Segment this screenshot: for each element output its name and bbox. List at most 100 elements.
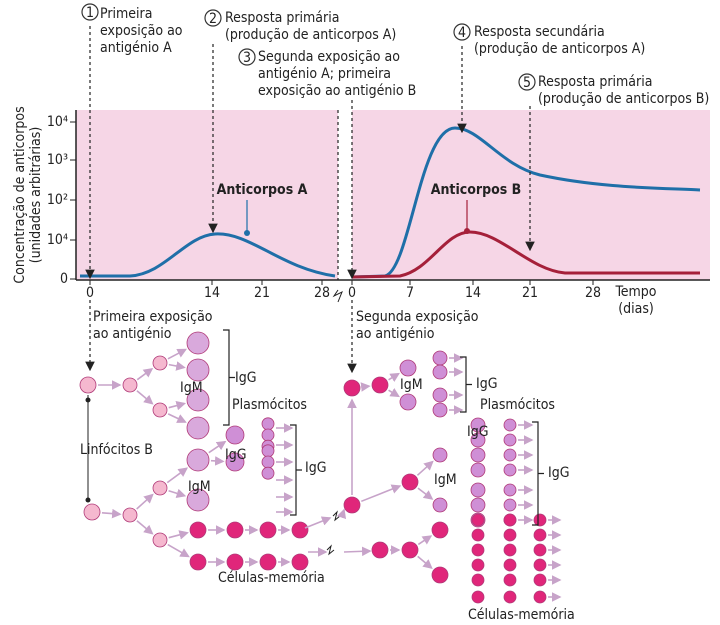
cell (83, 503, 101, 521)
dot (85, 397, 91, 403)
cell (186, 358, 210, 382)
label: Anticorpos A (217, 182, 308, 198)
label: antigénio A (100, 40, 172, 56)
label: Anticorpos B (431, 182, 522, 198)
cell (371, 541, 389, 559)
label: 0 (60, 271, 68, 287)
label: 14 (465, 285, 481, 301)
label: IgG (225, 447, 246, 463)
arrow (210, 456, 225, 466)
bracket (223, 329, 235, 426)
label: Plasmócitos (232, 397, 307, 413)
chart-bg (76, 110, 338, 280)
cell (533, 528, 547, 542)
arrow (360, 382, 371, 392)
cell (291, 521, 309, 539)
cell (186, 331, 210, 355)
cell (470, 497, 486, 513)
cell (261, 428, 275, 442)
label: IgG (548, 465, 569, 481)
arrow (168, 400, 187, 411)
label: exposição ao (100, 23, 183, 39)
arrow (304, 516, 332, 529)
cell (533, 513, 547, 527)
cell (186, 488, 210, 512)
cell (533, 590, 547, 604)
cell (503, 543, 517, 557)
arrow (417, 555, 433, 569)
arrow (136, 367, 154, 381)
cell (432, 497, 448, 513)
arrow (136, 390, 154, 405)
cell (225, 425, 245, 445)
cell (503, 513, 517, 527)
cell (431, 566, 449, 584)
cell (186, 448, 210, 472)
cell (152, 532, 168, 548)
label: Primeira exposição (93, 309, 213, 325)
label: Segunda exposição ao (258, 49, 400, 65)
cell (399, 393, 417, 411)
cell (261, 417, 275, 431)
cell (471, 573, 485, 587)
label: ao antigénio (93, 326, 172, 342)
arrow (336, 508, 347, 520)
cell (470, 447, 486, 463)
cell (470, 417, 486, 433)
arrow (388, 372, 400, 382)
cell (399, 359, 417, 377)
cell (503, 498, 517, 512)
cell (401, 541, 419, 559)
cell (343, 379, 361, 397)
label: Segunda exposição (356, 309, 479, 325)
cell (533, 543, 547, 557)
number-badge (204, 9, 222, 27)
cell (432, 350, 448, 366)
cell (226, 553, 244, 571)
cell (470, 462, 486, 478)
label: 14 (204, 285, 220, 301)
cell (343, 496, 361, 514)
cell (261, 466, 275, 480)
label: (produção de anticorpos B) (538, 91, 709, 107)
cell (503, 483, 517, 497)
label: IgM (434, 472, 457, 488)
cell (122, 507, 138, 523)
label: exposição ao antigénio B (258, 83, 416, 99)
cell (225, 452, 245, 472)
label: 5 (523, 75, 531, 91)
label: Concentração de anticorpos (12, 106, 28, 283)
label: (unidades arbitrárias) (28, 127, 44, 264)
label: 0 (348, 285, 356, 301)
arrow (167, 413, 187, 423)
cell (471, 528, 485, 542)
label: IgG (235, 370, 256, 386)
label: IgM (188, 479, 211, 495)
label: 28 (314, 285, 330, 301)
cell (432, 447, 448, 463)
cell (186, 416, 210, 440)
cell (503, 433, 517, 447)
label: IgM (180, 380, 203, 396)
arrow (417, 535, 433, 546)
chart-bg (352, 110, 710, 280)
cell (533, 573, 547, 587)
cell (152, 480, 168, 496)
label: 21 (522, 285, 538, 301)
arrow (166, 467, 189, 484)
cell (122, 377, 138, 393)
cell (261, 455, 275, 469)
label: 28 (585, 285, 601, 301)
label: Linfócitos B (80, 442, 153, 458)
arrow (101, 508, 122, 519)
label: IgG (467, 424, 488, 440)
label: antigénio A; primeira (258, 66, 391, 82)
cell (432, 387, 448, 403)
cell (259, 521, 277, 539)
label: Tempo (614, 284, 656, 300)
label: 3 (243, 50, 251, 66)
cell (471, 543, 485, 557)
cell (432, 364, 448, 380)
cell (503, 590, 517, 604)
label: ao antigénio (356, 326, 435, 342)
